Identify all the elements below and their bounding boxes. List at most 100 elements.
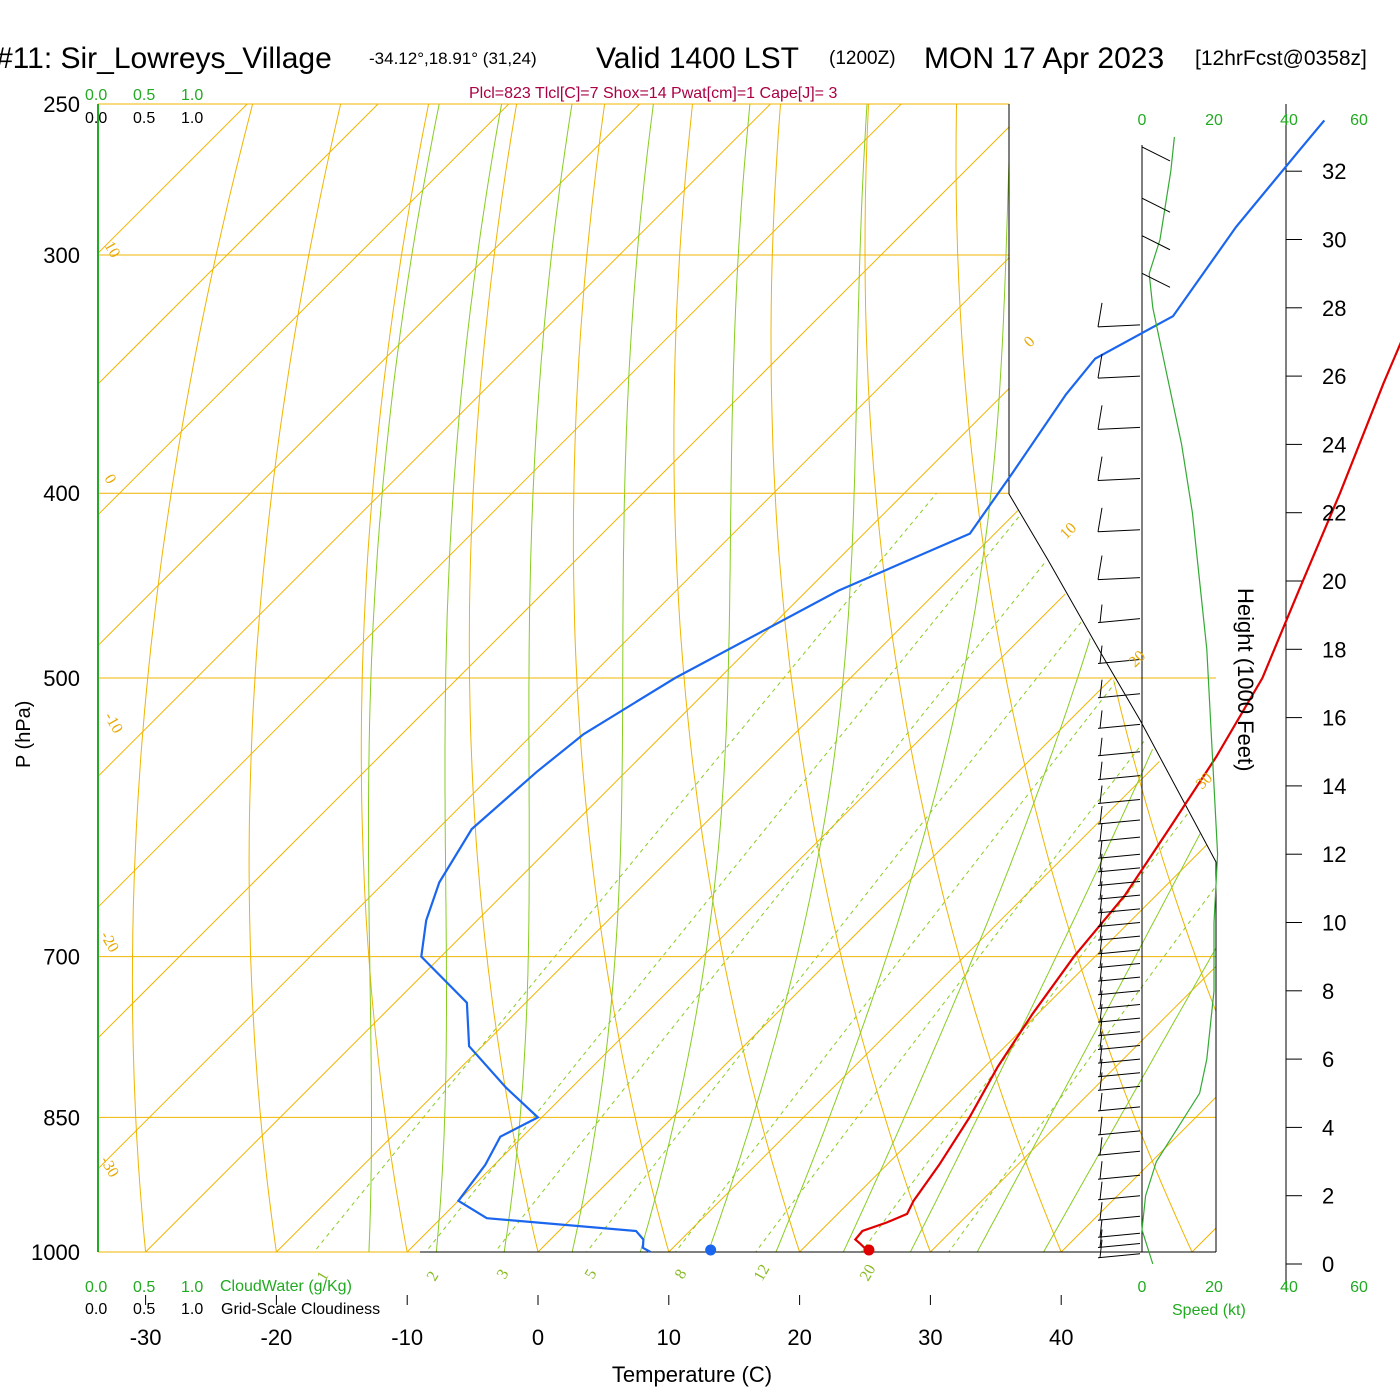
wind-barb <box>1097 1137 1141 1156</box>
wind-barb-staff <box>1097 1150 1141 1156</box>
isotherm-label: 20 <box>1126 647 1149 670</box>
temp-tick-label: -10 <box>391 1325 423 1350</box>
mixing-ratio-label: 20 <box>857 1262 880 1284</box>
wind-barb <box>1097 555 1141 581</box>
wind-barb-staff <box>1097 723 1141 729</box>
wind-barb-flag <box>1099 922 1103 941</box>
wind-barb-staff <box>1097 867 1141 873</box>
wind-barb-staff <box>1097 1072 1141 1078</box>
wind-barb-flag <box>1099 1031 1103 1050</box>
wind-barb <box>1097 881 1141 900</box>
wind-barb-staff <box>1097 853 1141 859</box>
x-axis-label: Temperature (C) <box>612 1362 772 1387</box>
wind-barb <box>1097 922 1141 941</box>
surface-dewpoint-dot <box>705 1244 717 1256</box>
wind-barb <box>1097 710 1141 729</box>
cloudwater-tick-label: 0.0 <box>85 87 107 104</box>
moist-adiabat <box>497 104 573 1252</box>
wind-barb <box>1097 1092 1141 1112</box>
wind-barb-flag <box>1099 1219 1103 1238</box>
temperature-profile <box>853 341 1400 1253</box>
moist-adiabat <box>431 104 503 1252</box>
wind-barb-flag <box>1099 908 1103 927</box>
wind-barb-flag <box>1099 785 1103 804</box>
isotherm-line <box>98 104 379 1252</box>
wind-barb-staff <box>1097 1003 1141 1009</box>
height-tick-label: 24 <box>1322 432 1346 457</box>
wind-barb <box>1141 197 1171 213</box>
wind-barb-flag <box>1099 761 1103 780</box>
dry-adiabat <box>1392 70 1400 1292</box>
isotherm-label: 10 <box>1057 519 1080 542</box>
dry-adiabat <box>468 104 549 1252</box>
cloudiness-tick-label: 1.0 <box>181 1301 203 1318</box>
wind-barb <box>1097 1161 1141 1180</box>
height-tick-label: 14 <box>1322 774 1346 799</box>
wind-barb-flag <box>1099 963 1103 982</box>
wind-barb <box>1097 853 1141 873</box>
wind-barb-staff <box>1097 1195 1141 1201</box>
dry-adiabat <box>955 104 1212 1252</box>
cloudiness-tick-label: 0.0 <box>85 1301 107 1318</box>
speed-tick-label: 60 <box>1350 112 1368 129</box>
wind-barb-staff <box>1097 1031 1141 1037</box>
temp-tick-label: 0 <box>532 1325 544 1350</box>
wind-barb-staff <box>1097 922 1141 927</box>
valid-date: MON 17 Apr 2023 <box>924 42 1164 75</box>
wind-barb-flag <box>1099 1072 1103 1091</box>
cloudwater-tick-label: 0.5 <box>133 87 155 104</box>
wind-barb-staff <box>1097 836 1141 842</box>
wind-barb-staff <box>1097 1085 1141 1091</box>
cloudwater-tick-label: 0.5 <box>133 1279 155 1296</box>
speed-tick-label: 20 <box>1205 1279 1223 1296</box>
dry-adiabat-lines <box>131 70 1400 1292</box>
mixing-ratio-line <box>831 492 1216 1252</box>
wind-barb-staff <box>1097 908 1141 914</box>
isotherm-label: 30 <box>1193 769 1216 792</box>
wind-barb-flag <box>1099 1058 1103 1077</box>
wind-barb <box>1097 507 1141 533</box>
moist-adiabat <box>1020 104 1216 1252</box>
wind-barb-staff <box>1097 478 1141 482</box>
moist-adiabat <box>693 104 868 1252</box>
wind-barb-staff <box>1097 962 1141 968</box>
wind-barb-flag <box>1097 302 1103 327</box>
temp-tick-label: 40 <box>1049 1325 1073 1350</box>
cloudwater-label: CloudWater (g/Kg) <box>220 1278 352 1295</box>
mixing-ratio-label: 5 <box>582 1267 601 1282</box>
wind-panel <box>1097 136 1219 1265</box>
temp-tick-label: 30 <box>918 1325 942 1350</box>
cloudiness-tick-label: 1.0 <box>181 110 203 127</box>
wind-barb <box>1097 1219 1141 1238</box>
wind-barb-flag <box>1099 1161 1103 1180</box>
wind-barb-staff <box>1141 272 1171 288</box>
wind-barb-staff <box>1097 1174 1141 1180</box>
adiabat-label: 10 <box>101 239 124 261</box>
wind-barb <box>1097 949 1141 968</box>
dry-adiabat <box>1305 70 1400 1292</box>
adiabat-label: -30 <box>97 1154 122 1181</box>
wind-barb-staff <box>1097 1215 1141 1221</box>
wind-barb-flag <box>1097 456 1103 481</box>
wind-barb-staff <box>1097 775 1141 781</box>
wind-barb <box>1097 302 1141 328</box>
wind-barb-staff <box>1097 577 1141 581</box>
wind-barb-flag <box>1099 1116 1103 1135</box>
wind-barb-flag <box>1099 935 1103 954</box>
pressure-tick-label: 1000 <box>31 1240 80 1265</box>
wind-barb-flag <box>1099 1202 1103 1221</box>
isobar-lines <box>98 103 1216 1253</box>
cloudwater-tick-label: 1.0 <box>181 1279 203 1296</box>
speed-tick-label: 60 <box>1350 1279 1368 1296</box>
wind-barb-flag <box>1099 1137 1103 1156</box>
wind-barb <box>1097 645 1141 665</box>
wind-barb <box>1097 963 1141 982</box>
dry-adiabat <box>572 104 681 1252</box>
mixing-ratio-lines <box>280 492 1216 1252</box>
wind-barb-staff <box>1097 990 1141 996</box>
station-coords: -34.12°,18.91° (31,24) <box>369 49 537 68</box>
mixing-ratio-line <box>280 492 937 1252</box>
mixing-ratio-label: 3 <box>494 1267 513 1282</box>
wind-barb-staff <box>1097 618 1141 624</box>
